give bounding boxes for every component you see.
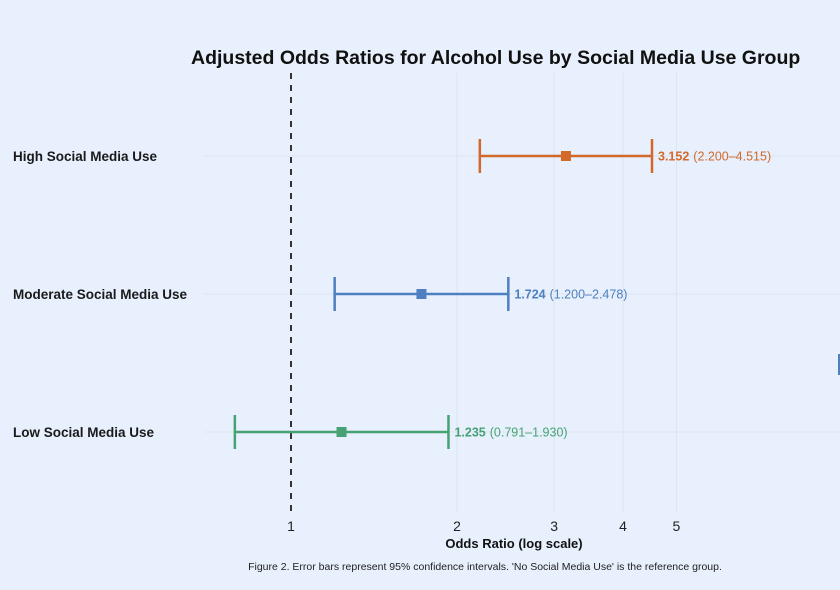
point-estimate-marker: [336, 427, 347, 437]
figure-caption: Figure 2. Error bars represent 95% confi…: [248, 561, 722, 573]
series-row: High Social Media Use 3.152 (2.200–4.515): [13, 139, 771, 173]
data-label: 1.235 (0.791–1.930): [454, 426, 567, 440]
y-category-label: Low Social Media Use: [13, 425, 155, 440]
y-category-label: Moderate Social Media Use: [13, 287, 188, 302]
series-row: Low Social Media Use 1.235 (0.791–1.930): [13, 415, 568, 449]
point-estimate-marker: [560, 151, 571, 161]
confidence-interval-value: (2.200–4.515): [693, 150, 771, 164]
chart-title: Adjusted Odds Ratios for Alcohol Use by …: [191, 47, 800, 69]
confidence-interval-value: (1.200–2.478): [550, 288, 628, 302]
x-tick-label: 5: [673, 518, 681, 534]
series-row: Moderate Social Media Use 1.724 (1.200–2.4…: [13, 277, 627, 311]
odds-ratio-value: 1.724: [514, 288, 545, 302]
series-layer: High Social Media Use 3.152 (2.200–4.515) M…: [13, 139, 771, 449]
x-tick-label: 1: [287, 518, 295, 534]
x-tick-labels: 1 2 3 4 5: [287, 518, 680, 534]
grid-layer: [456, 73, 677, 512]
y-category-label: High Social Media Use: [13, 149, 158, 164]
x-tick-label: 3: [550, 518, 558, 534]
x-tick-label: 4: [619, 518, 627, 534]
x-tick-label: 2: [453, 518, 461, 534]
odds-ratio-value: 1.235: [454, 426, 485, 440]
point-estimate-marker: [416, 289, 427, 299]
odds-ratio-value: 3.152: [658, 150, 689, 164]
data-label: 3.152 (2.200–4.515): [658, 150, 771, 164]
x-axis-label: Odds Ratio (log scale): [445, 536, 582, 551]
data-label: 1.724 (1.200–2.478): [514, 288, 627, 302]
confidence-interval-value: (0.791–1.930): [490, 426, 568, 440]
clipped-edge-marker: [838, 354, 840, 375]
